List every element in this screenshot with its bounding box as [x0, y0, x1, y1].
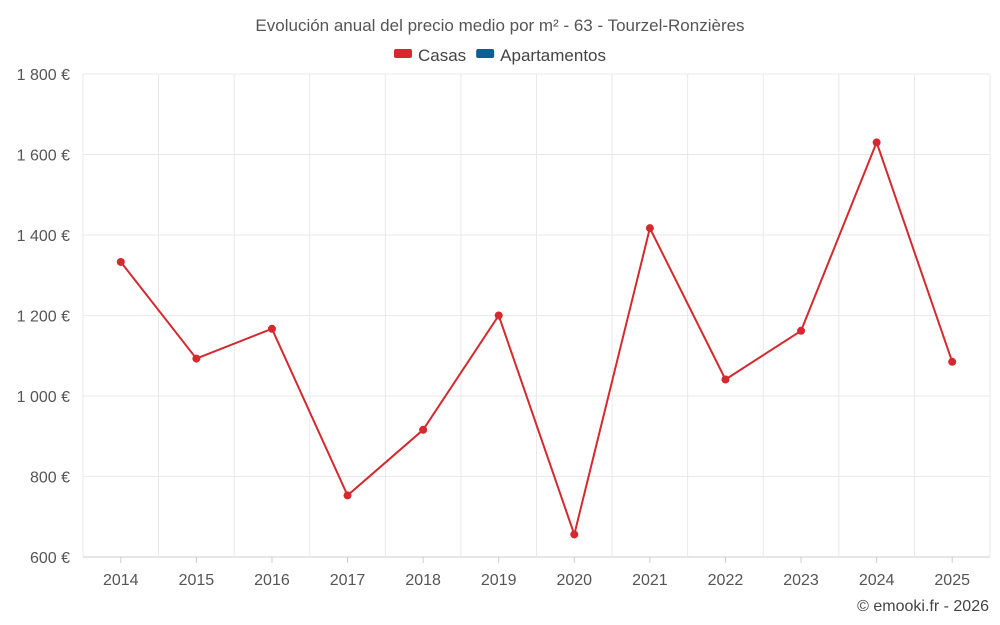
y-tick-label: 800 € — [30, 470, 70, 487]
data-point[interactable] — [267, 324, 276, 333]
x-tick-label: 2017 — [330, 572, 366, 589]
x-tick-label: 2019 — [481, 572, 517, 589]
x-tick-label: 2024 — [859, 572, 895, 589]
data-point[interactable] — [872, 138, 881, 147]
data-point[interactable] — [343, 491, 352, 500]
legend: Casas Apartamentos — [393, 46, 606, 65]
series-line-casas — [120, 139, 954, 538]
legend-item-apartamentos[interactable]: Apartamentos — [476, 46, 606, 65]
x-tick-label: 2016 — [254, 572, 290, 589]
y-tick-label: 1 200 € — [17, 309, 70, 326]
y-tick-label: 600 € — [30, 550, 70, 567]
x-tick-label: 2023 — [783, 572, 819, 589]
legend-label: Apartamentos — [500, 46, 606, 65]
x-tick-label: 2015 — [179, 572, 215, 589]
legend-swatch — [476, 49, 495, 58]
x-tick-label: 2021 — [632, 572, 668, 589]
data-point[interactable] — [116, 257, 125, 266]
credit-text: © emooki.fr - 2026 — [857, 598, 989, 615]
data-point[interactable] — [192, 354, 201, 363]
chart-title: Evolución anual del precio medio por m² … — [255, 16, 744, 35]
x-tick-label: 2014 — [103, 572, 139, 589]
data-point[interactable] — [948, 357, 957, 366]
legend-item-casas[interactable]: Casas — [393, 46, 466, 65]
y-tick-label: 1 400 € — [17, 228, 70, 245]
legend-swatch — [393, 49, 412, 58]
data-point[interactable] — [797, 326, 806, 335]
data-point[interactable] — [721, 375, 730, 384]
data-point[interactable] — [494, 311, 503, 320]
data-point[interactable] — [645, 224, 654, 233]
y-axis: 600 € 800 € 1 000 € 1 200 € 1 400 € 1 600 € 1 … — [17, 67, 70, 567]
x-axis: 2014 2015 2016 2017 2018 2019 2020 2021 2022 2023… — [103, 557, 970, 589]
y-tick-label: 1 800 € — [17, 67, 70, 84]
y-tick-label: 1 600 € — [17, 148, 70, 165]
legend-label: Casas — [418, 46, 466, 65]
x-tick-label: 2018 — [405, 572, 441, 589]
data-point[interactable] — [419, 425, 428, 434]
data-point[interactable] — [570, 530, 579, 539]
x-tick-label: 2020 — [556, 572, 592, 589]
x-tick-label: 2025 — [934, 572, 970, 589]
grid — [82, 73, 991, 558]
series-layer — [116, 138, 957, 539]
x-tick-label: 2022 — [708, 572, 744, 589]
y-tick-label: 1 000 € — [17, 389, 70, 406]
